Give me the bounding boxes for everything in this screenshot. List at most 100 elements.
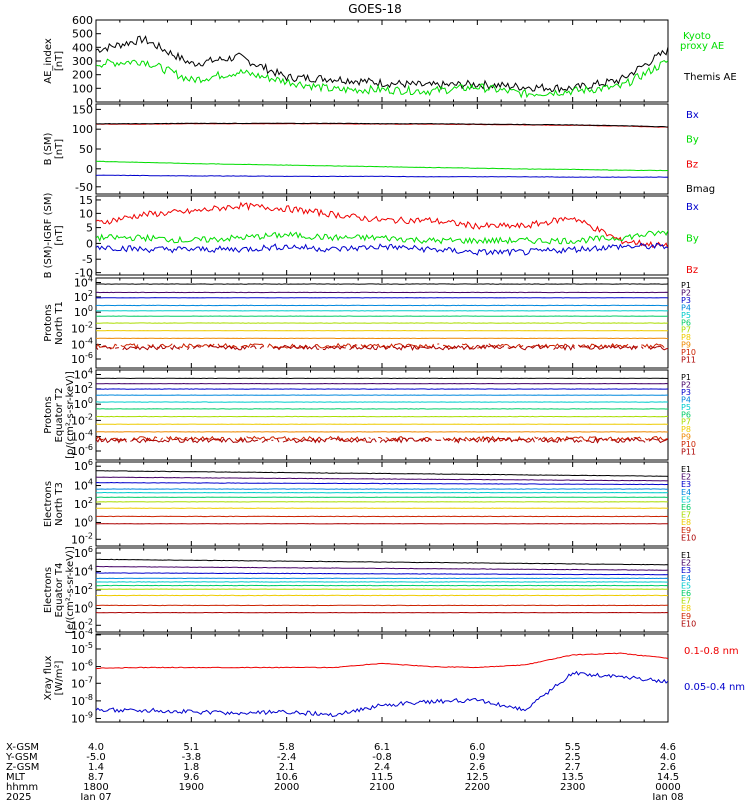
- y-tick-label: 104: [74, 564, 93, 579]
- y-tick-label: 150: [72, 103, 93, 116]
- y-tick-label: 102: [74, 496, 93, 511]
- y-tick-label: 50: [79, 143, 93, 156]
- legend-bx: Bx: [686, 202, 699, 213]
- y-axis-label: Electrons: [43, 567, 54, 613]
- axis-cell: 2300: [560, 782, 585, 793]
- series-line-channel-3: [96, 573, 668, 575]
- y-tick-label: 10: [79, 207, 93, 220]
- legend-bz: Bz: [686, 265, 698, 276]
- y-axis-label: [p/(cm²-s-sr-keV)]: [65, 371, 76, 459]
- series-line-channel-1: [96, 559, 668, 565]
- y-tick-label: 106: [74, 458, 93, 473]
- panel-data: [96, 123, 668, 177]
- series-line-by: [96, 230, 668, 243]
- axis-row-label: 2025: [6, 792, 31, 800]
- panel-data: [96, 471, 668, 524]
- y-tick-label: 10-2: [71, 320, 93, 335]
- panel-frame: [96, 104, 668, 194]
- y-axis-label: B (SM): [43, 132, 54, 165]
- y-tick-label: 100: [74, 600, 93, 615]
- y-axis-label: [nT]: [54, 51, 65, 71]
- axis-cell: 1900: [179, 782, 204, 793]
- legend-channel-label: P11: [681, 448, 696, 457]
- y-tick-label: 500: [72, 28, 93, 41]
- series-line-kyoto-proxy-ae: [96, 59, 668, 97]
- legend-proxy-ae: proxy AE: [680, 41, 724, 52]
- y-tick-label: 104: [74, 367, 93, 382]
- legend-xray-short: 0.05-0.4 nm: [684, 682, 745, 693]
- panel-frame: [96, 462, 668, 546]
- y-tick-label: -50: [75, 181, 93, 194]
- axis-cell: 2200: [465, 782, 490, 793]
- legend-xray-long: 0.1-0.8 nm: [684, 646, 739, 657]
- legend-by: By: [686, 234, 699, 245]
- y-axis-label: B (SM)-IGRF (SM): [43, 193, 54, 279]
- series-line-0-1-0-8-nm: [96, 653, 668, 669]
- series-line-0-05-0-4-nm: [96, 672, 668, 717]
- legend-channel-label: E10: [681, 533, 696, 542]
- y-tick-label: 102: [74, 381, 93, 396]
- series-line-channel-1: [96, 471, 668, 477]
- y-tick-label: 10-6: [71, 659, 93, 674]
- series-line-bmag: [96, 123, 668, 127]
- y-tick-label: 15: [79, 194, 93, 207]
- panel-data: [96, 36, 668, 97]
- series-line-channel-10: [96, 344, 668, 349]
- panel-data: [96, 559, 668, 613]
- panel-data: [96, 653, 668, 717]
- y-tick-label: 10-5: [71, 641, 93, 656]
- y-tick-label: 100: [72, 82, 93, 95]
- axis-cell: 2000: [274, 782, 299, 793]
- series-line-channel-3: [96, 483, 668, 485]
- legend-themis-ae: Themis AE: [683, 72, 737, 83]
- y-axis-label: [nT]: [54, 225, 65, 245]
- y-tick-label: 600: [72, 14, 93, 27]
- legend-bx: Bx: [686, 110, 699, 121]
- y-tick-label: -5: [82, 253, 93, 266]
- legend-channel-label: P11: [681, 356, 696, 365]
- y-tick-label: 104: [74, 275, 93, 290]
- y-axis-label: Protons: [43, 396, 54, 433]
- axis-cell: Jan 08: [651, 792, 683, 800]
- panel-ae: 6005004003002001000AE_index[nT]Kyotoprox…: [43, 14, 737, 109]
- y-axis-label: North T1: [54, 301, 65, 345]
- y-tick-label: 10-8: [71, 693, 93, 708]
- y-tick-label: 10-7: [71, 675, 93, 690]
- y-tick-label: 10-9: [71, 710, 93, 725]
- series-line-themis-ae: [96, 36, 668, 92]
- axis-cell: 2100: [369, 782, 394, 793]
- legend-channel-label: E10: [681, 619, 696, 628]
- y-tick-label: 10-4: [71, 627, 93, 642]
- legend-by: By: [686, 135, 699, 146]
- y-axis-label: [W/m²]: [54, 660, 65, 695]
- y-tick-label: 10-6: [71, 351, 93, 366]
- y-axis-label: Electrons: [43, 481, 54, 527]
- y-tick-label: 400: [72, 41, 93, 54]
- series-line-channel-2: [96, 477, 668, 481]
- panel-frame: [96, 634, 668, 722]
- y-axis-label: North T3: [54, 482, 65, 526]
- series-line-by: [96, 161, 668, 171]
- y-axis-label: [nT]: [54, 139, 65, 159]
- y-tick-label: 0: [86, 237, 93, 250]
- y-axis-label: Protons: [43, 304, 54, 341]
- series-line-bx: [96, 243, 668, 255]
- y-tick-label: 5: [86, 222, 93, 235]
- panel-data: [96, 284, 668, 350]
- legend-bmag: Bmag: [686, 184, 715, 195]
- series-line-bx: [96, 175, 668, 177]
- axis-cell: Jan 07: [79, 792, 111, 800]
- y-tick-label: 100: [72, 123, 93, 136]
- y-axis-label: Equator T4: [54, 563, 65, 618]
- y-tick-label: 100: [74, 396, 93, 411]
- y-tick-label: 102: [74, 582, 93, 597]
- series-line-channel-2: [96, 566, 668, 570]
- y-tick-label: 104: [74, 478, 93, 493]
- y-tick-label: 100: [74, 304, 93, 319]
